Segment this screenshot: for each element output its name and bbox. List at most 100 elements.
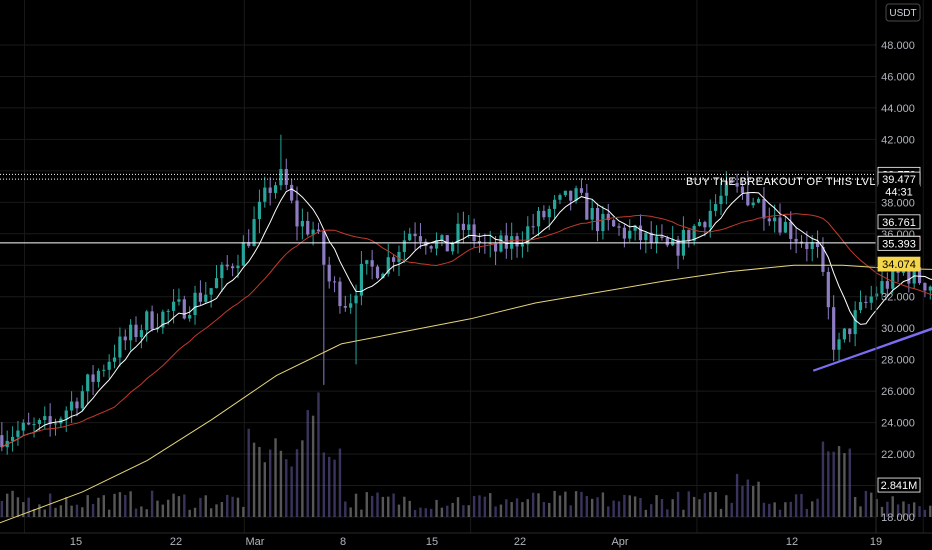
candle-body	[231, 266, 235, 269]
candle-body	[268, 187, 272, 193]
volume-bar	[773, 502, 776, 517]
candle-body	[467, 224, 471, 230]
volume-bar	[558, 495, 562, 517]
candle-body	[456, 223, 460, 243]
price-tag-bg	[878, 184, 920, 199]
candle-body	[16, 430, 20, 437]
volume-bar	[789, 501, 792, 517]
volume-bar	[848, 448, 851, 517]
candle-body	[193, 292, 197, 316]
volume-bar	[199, 497, 202, 517]
volume-bar	[564, 491, 567, 517]
volume-bar	[886, 501, 889, 517]
volume-bar	[462, 505, 465, 517]
candle-body	[547, 208, 551, 218]
candle-body	[343, 306, 347, 308]
currency-box[interactable]: USDT	[885, 3, 921, 22]
candle-body	[311, 229, 315, 235]
candle-body	[606, 213, 610, 221]
candle-body	[531, 226, 535, 228]
candle-body	[880, 281, 884, 294]
candle-body	[182, 299, 186, 319]
candle-body	[751, 202, 755, 206]
annotation-text[interactable]: BUY THE BREAKOUT OF THIS LVL	[686, 176, 876, 188]
candle-body	[536, 210, 541, 227]
volume-bar	[113, 493, 116, 517]
volume-bar	[193, 507, 197, 517]
volume-bar	[574, 491, 578, 517]
volume-bar	[692, 496, 696, 517]
trendline[interactable]	[812, 199, 932, 372]
candle-body	[263, 187, 267, 202]
volume-bar	[403, 496, 406, 517]
candle-body	[43, 416, 47, 420]
volume-bar	[328, 456, 331, 517]
volume-bar	[494, 506, 497, 517]
volume-bar	[167, 499, 170, 517]
candle-body	[633, 225, 637, 231]
candle-body	[601, 213, 605, 232]
candle-body	[220, 264, 224, 279]
volume-bar	[489, 493, 492, 517]
candle-body	[107, 361, 111, 370]
volume-bar	[596, 497, 599, 517]
candle-body	[794, 238, 798, 242]
volume-bar	[521, 502, 524, 517]
volume-bar	[601, 492, 605, 517]
candle-body	[810, 242, 814, 249]
candle-body	[875, 293, 879, 297]
volume-bar	[703, 493, 707, 517]
candle-body	[821, 247, 825, 272]
candle-body	[504, 235, 508, 249]
volume-bar	[317, 392, 320, 517]
candle-body	[542, 210, 546, 218]
volume-bar	[735, 473, 739, 517]
volume-bar	[676, 491, 680, 517]
trendlines[interactable]	[812, 139, 932, 372]
candle-body	[493, 242, 498, 252]
volume-bar	[365, 492, 368, 517]
candle-body	[236, 265, 240, 269]
volume-bar	[467, 505, 470, 517]
volume-bar	[569, 505, 572, 517]
price-tag: 34.074	[877, 256, 921, 272]
candle-body	[499, 235, 503, 252]
candle-body	[773, 217, 777, 222]
volume-bar	[918, 506, 921, 517]
volume-bar	[290, 466, 293, 517]
volume-bar	[150, 490, 154, 517]
volume-bar	[912, 502, 916, 517]
volume-bar	[451, 502, 454, 517]
volume-bar	[236, 497, 240, 517]
volume-bar	[929, 505, 932, 517]
candle-body	[123, 336, 127, 341]
volume-bar	[714, 492, 717, 517]
candle-body	[381, 273, 385, 279]
candle-body	[91, 374, 95, 382]
currency-label: USDT	[889, 8, 916, 19]
y-tick-label: 30.000	[881, 323, 915, 335]
candle-body	[145, 311, 149, 331]
y-tick-label: 26.000	[881, 386, 915, 398]
horizontal-levels[interactable]	[0, 173, 876, 244]
candle-body	[885, 281, 889, 289]
candle-body	[327, 264, 331, 282]
volume-bar	[456, 497, 460, 517]
volume-bar	[923, 509, 927, 517]
volume-bar	[81, 507, 84, 517]
candle-body	[510, 236, 514, 249]
volume-bar	[333, 459, 336, 517]
time-axis[interactable]: 15 22 Mar 8 15 22 Apr 12 19	[0, 532, 932, 548]
y-tick-label: 38.000	[881, 197, 915, 209]
candle-body	[735, 182, 739, 187]
ma-slow-line	[0, 264, 932, 524]
volume-bar	[580, 491, 583, 517]
candle-body	[37, 419, 42, 425]
volume-bar	[778, 509, 782, 517]
candle-body	[853, 310, 857, 335]
volume-bar	[719, 508, 723, 517]
price-tag-label: 44:31	[885, 187, 913, 199]
volume-bar	[252, 442, 256, 517]
candle-body	[349, 303, 353, 308]
